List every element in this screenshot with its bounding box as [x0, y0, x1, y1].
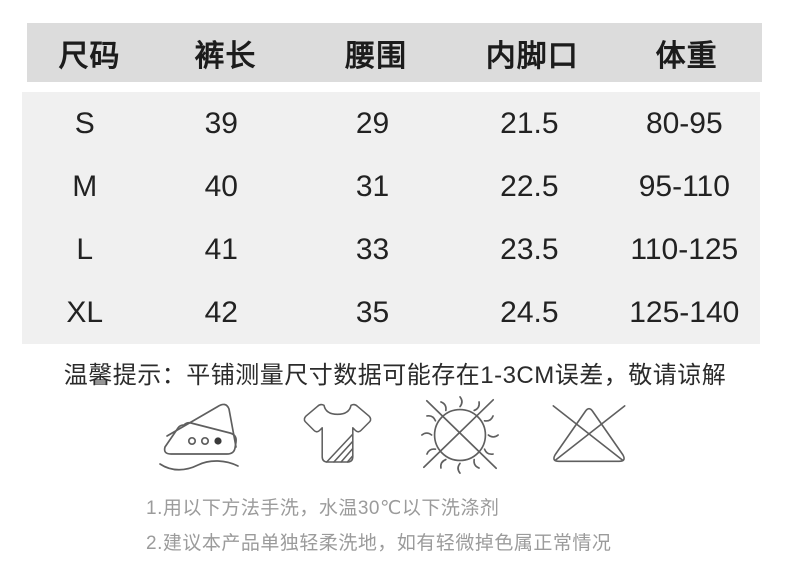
- column-header-leg-opening: 内脚口: [485, 39, 579, 73]
- care-instruction-line: 2.建议本产品单独轻柔洗地，如有轻微掉色属正常情况: [146, 533, 612, 554]
- length-cell: 41: [204, 232, 238, 266]
- length-cell: 39: [204, 106, 238, 140]
- length-cell: 40: [204, 169, 238, 203]
- leg-cell: 21.5: [500, 106, 559, 140]
- size-cell: L: [76, 232, 94, 266]
- table-row: XL 42 35 24.5 125-140: [22, 281, 760, 344]
- leg-cell: 22.5: [500, 169, 559, 203]
- weight-cell: 110-125: [630, 232, 739, 266]
- iron-icon: [154, 397, 264, 473]
- measurement-tolerance-notice: 温馨提示：平铺测量尺寸数据可能存在1-3CM误差，敬请谅解: [63, 362, 727, 389]
- weight-cell: 95-110: [638, 169, 730, 203]
- leg-cell: 24.5: [500, 295, 559, 329]
- weight-cell: 80-95: [645, 106, 723, 140]
- size-table-header: 尺码 裤长 腰围 内脚口 体重: [27, 23, 762, 82]
- waist-cell: 29: [355, 106, 390, 140]
- table-row: M 40 31 22.5 95-110: [22, 155, 760, 218]
- table-row: L 41 33 23.5 110-125: [22, 218, 760, 281]
- column-header-pant-length: 裤长: [194, 39, 257, 73]
- column-header-waist: 腰围: [345, 39, 408, 73]
- tshirt-hatch-icon: [297, 399, 378, 471]
- table-row: S 39 29 21.5 80-95: [22, 92, 760, 155]
- column-header-weight: 体重: [655, 39, 718, 73]
- column-header-size: 尺码: [58, 39, 121, 73]
- care-instruction-line: 1.用以下方法手洗，水温30℃以下洗涤剂: [146, 498, 500, 519]
- size-cell: S: [74, 106, 95, 140]
- no-sun-dry-icon: [411, 391, 509, 479]
- size-table-body: S 39 29 21.5 80-95 M 40 31 22.5 95-110 L…: [22, 92, 760, 344]
- size-cell: M: [72, 169, 98, 203]
- waist-cell: 33: [355, 232, 390, 266]
- care-instructions: 1.用以下方法手洗，水温30℃以下洗涤剂 2.建议本产品单独轻柔洗地，如有轻微掉…: [146, 491, 611, 561]
- care-icons-row: [0, 394, 790, 476]
- length-cell: 42: [204, 295, 238, 329]
- leg-cell: 23.5: [500, 232, 559, 266]
- waist-cell: 35: [355, 295, 390, 329]
- no-bleach-icon: [542, 402, 636, 468]
- waist-cell: 31: [355, 169, 390, 203]
- size-cell: XL: [66, 295, 104, 329]
- weight-cell: 125-140: [629, 295, 740, 329]
